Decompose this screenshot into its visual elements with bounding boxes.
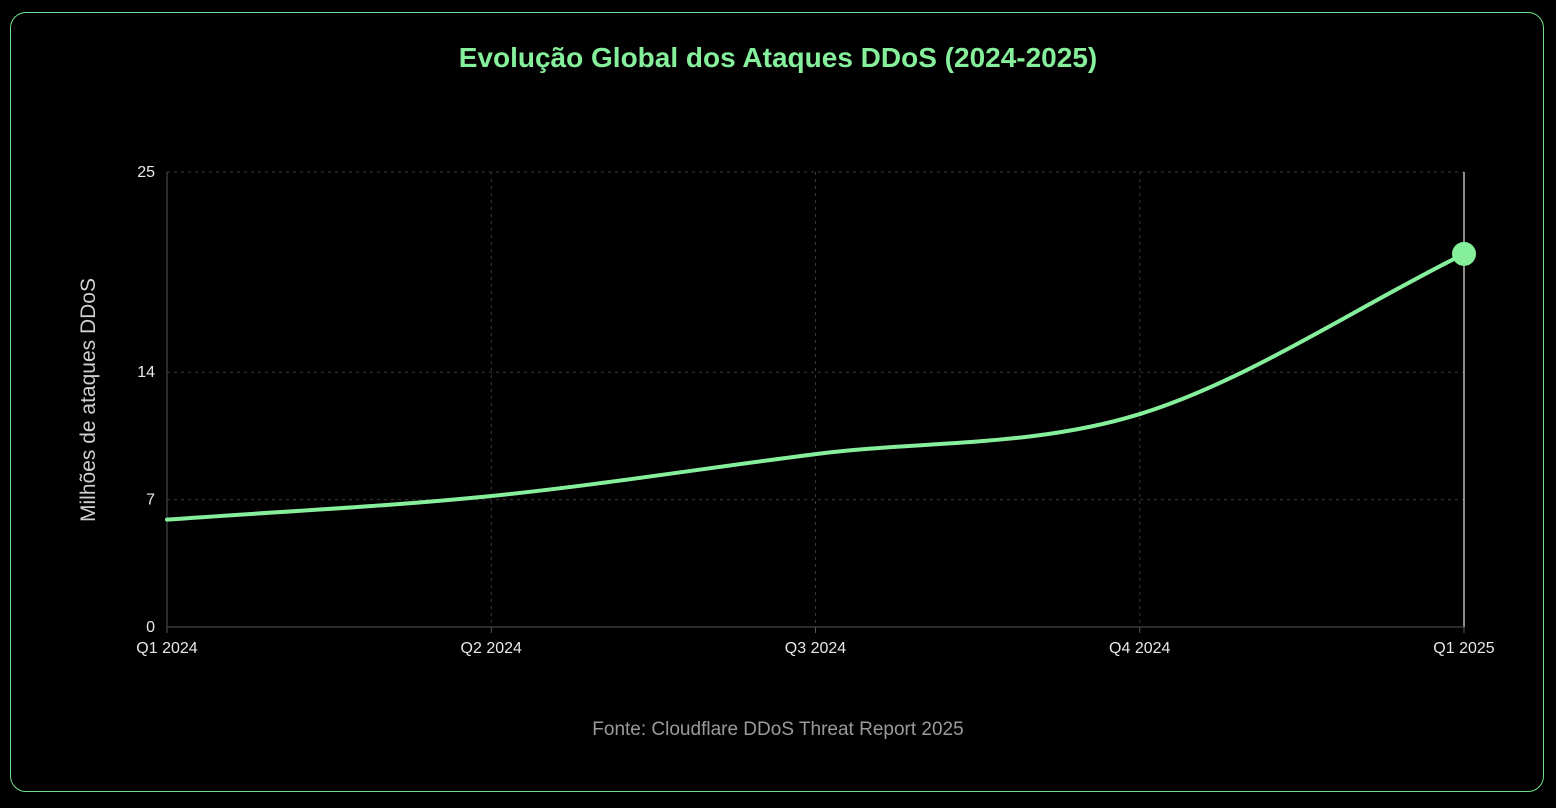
x-tick-label: Q4 2024	[1109, 640, 1170, 657]
y-axis-label: Milhões de ataques DDoS	[77, 278, 100, 522]
x-tick-label: Q2 2024	[461, 640, 522, 657]
y-tick-label: 14	[137, 364, 155, 381]
chart-card	[10, 12, 1544, 792]
grid-lines	[167, 171, 1465, 627]
y-tick-label: 7	[146, 492, 155, 509]
x-tick-label: Q1 2024	[136, 640, 197, 657]
source-note: Fonte: Cloudflare DDoS Threat Report 202…	[592, 719, 964, 740]
chart-title: Evolução Global dos Ataques DDoS (2024-2…	[458, 42, 1098, 73]
axes	[166, 172, 1465, 633]
x-tick-label: Q3 2024	[785, 640, 846, 657]
x-tick-label: Q1 2025	[1433, 640, 1494, 657]
series-line	[165, 251, 1466, 522]
highlighted-data-point[interactable]	[1452, 241, 1476, 266]
series-layer	[165, 241, 1476, 522]
tick-labels: 0 7 14 25 Q1 2024 Q2 2024 Q3 2024 Q4 2024 Q1 202…	[136, 164, 1494, 657]
y-tick-label: 25	[137, 164, 155, 181]
y-tick-label: 0	[146, 619, 155, 636]
